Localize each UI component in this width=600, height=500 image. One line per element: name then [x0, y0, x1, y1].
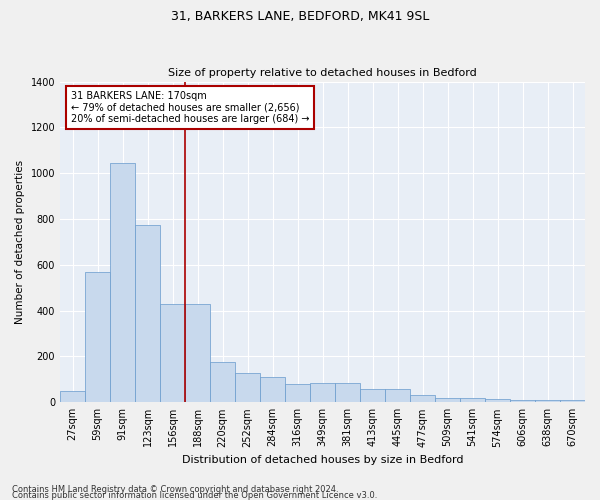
X-axis label: Distribution of detached houses by size in Bedford: Distribution of detached houses by size …	[182, 455, 463, 465]
Bar	[360, 388, 385, 402]
Bar	[385, 388, 410, 402]
Bar	[560, 400, 585, 402]
Bar	[435, 398, 460, 402]
Text: Contains public sector information licensed under the Open Government Licence v3: Contains public sector information licen…	[12, 491, 377, 500]
Title: Size of property relative to detached houses in Bedford: Size of property relative to detached ho…	[168, 68, 477, 78]
Bar	[285, 384, 310, 402]
Bar	[260, 377, 285, 402]
Bar	[135, 224, 160, 402]
Bar	[310, 383, 335, 402]
Bar	[485, 399, 510, 402]
Bar	[460, 398, 485, 402]
Bar	[85, 272, 110, 402]
Bar	[60, 391, 85, 402]
Text: Contains HM Land Registry data © Crown copyright and database right 2024.: Contains HM Land Registry data © Crown c…	[12, 484, 338, 494]
Bar	[110, 163, 135, 402]
Text: 31 BARKERS LANE: 170sqm
← 79% of detached houses are smaller (2,656)
20% of semi: 31 BARKERS LANE: 170sqm ← 79% of detache…	[71, 91, 309, 124]
Bar	[335, 383, 360, 402]
Y-axis label: Number of detached properties: Number of detached properties	[15, 160, 25, 324]
Bar	[535, 400, 560, 402]
Text: 31, BARKERS LANE, BEDFORD, MK41 9SL: 31, BARKERS LANE, BEDFORD, MK41 9SL	[171, 10, 429, 23]
Bar	[160, 304, 185, 402]
Bar	[210, 362, 235, 403]
Bar	[185, 304, 210, 402]
Bar	[510, 400, 535, 402]
Bar	[410, 396, 435, 402]
Bar	[235, 372, 260, 402]
